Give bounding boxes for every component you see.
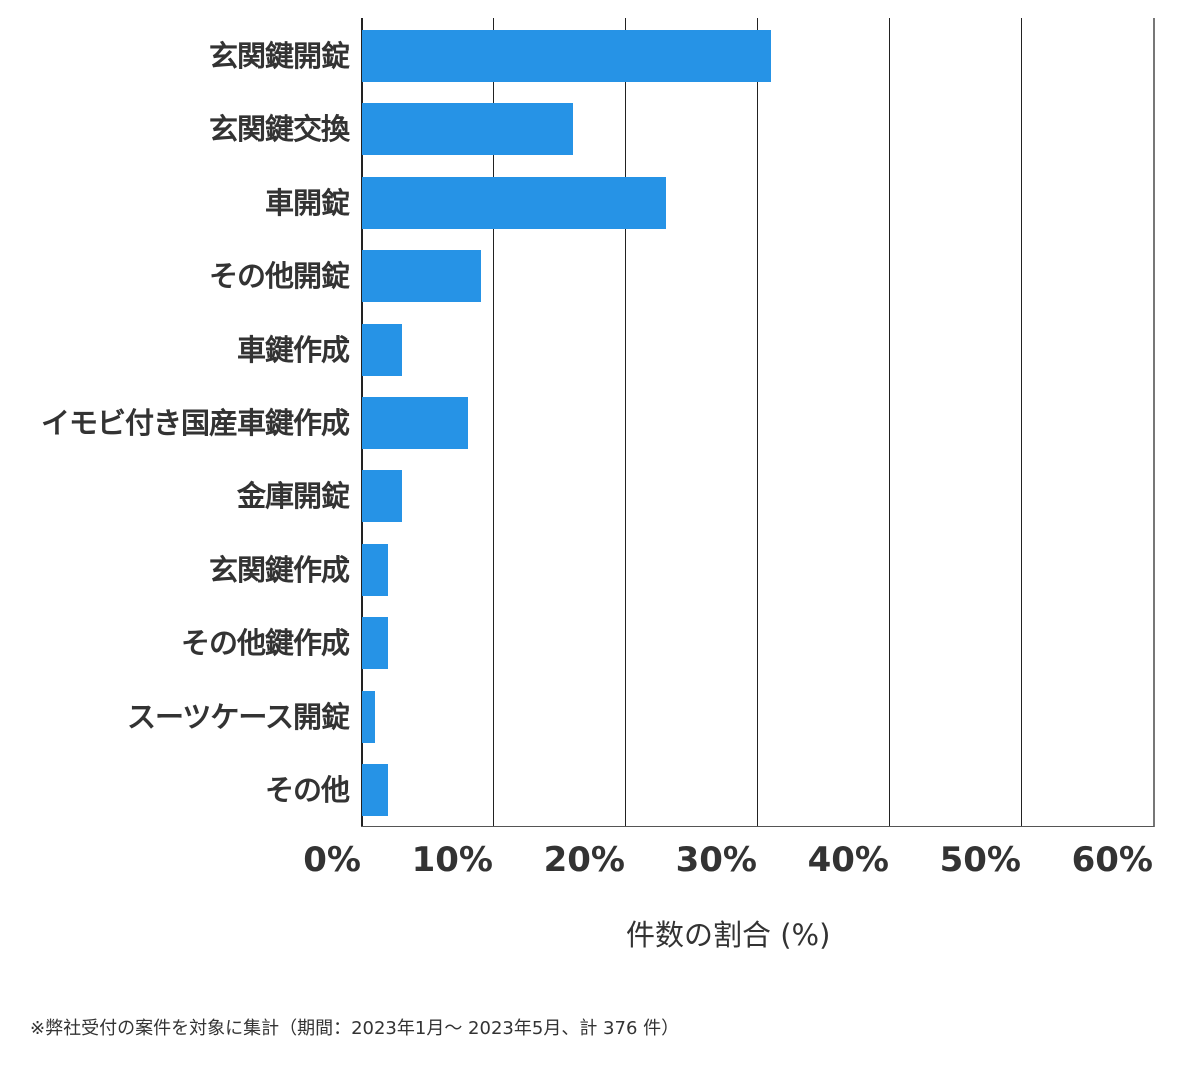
category-label: 金庫開錠 bbox=[236, 479, 350, 514]
category-label: 車開錠 bbox=[264, 185, 350, 220]
gridline bbox=[889, 18, 890, 827]
x-tick-label: 20% bbox=[543, 840, 625, 880]
x-tick-label: 30% bbox=[675, 840, 757, 880]
gridline bbox=[625, 18, 626, 827]
x-tick-label: 10% bbox=[411, 840, 493, 880]
category-label: 車鍵作成 bbox=[236, 332, 350, 367]
bar bbox=[362, 617, 389, 670]
bar bbox=[362, 323, 402, 376]
x-axis-line bbox=[361, 826, 1154, 827]
x-tick-label: 60% bbox=[1071, 840, 1153, 880]
gridline bbox=[1153, 18, 1155, 827]
bar bbox=[362, 764, 389, 816]
bar bbox=[362, 543, 389, 596]
category-label: その他鍵作成 bbox=[180, 626, 350, 661]
gridline bbox=[1021, 18, 1022, 827]
category-label: 玄関鍵開錠 bbox=[208, 39, 350, 73]
gridline bbox=[757, 18, 758, 827]
category-label: 玄関鍵交換 bbox=[208, 112, 350, 147]
x-tick-label: 50% bbox=[939, 840, 1021, 880]
category-label: イモビ付き国産車鍵作成 bbox=[40, 406, 350, 440]
category-label: 玄関鍵作成 bbox=[208, 552, 350, 587]
x-tick-label: 40% bbox=[807, 840, 889, 880]
bar bbox=[362, 690, 376, 743]
bar bbox=[362, 397, 468, 449]
bar bbox=[362, 470, 402, 523]
category-label: スーツケース開錠 bbox=[127, 699, 350, 734]
gridline bbox=[493, 18, 494, 827]
category-label: その他 bbox=[264, 773, 350, 807]
plot-area bbox=[361, 18, 1155, 827]
bar bbox=[362, 103, 574, 156]
category-label: その他開錠 bbox=[208, 259, 350, 294]
bar bbox=[362, 250, 481, 303]
bar bbox=[362, 30, 772, 82]
bar bbox=[362, 176, 666, 229]
x-tick-label: 0% bbox=[303, 840, 361, 880]
footnote: ※弊社受付の案件を対象に集計（期間：2023年1月～ 2023年5月、計 376… bbox=[30, 1018, 680, 1039]
x-axis-title: 件数の割合 (%) bbox=[626, 918, 831, 952]
